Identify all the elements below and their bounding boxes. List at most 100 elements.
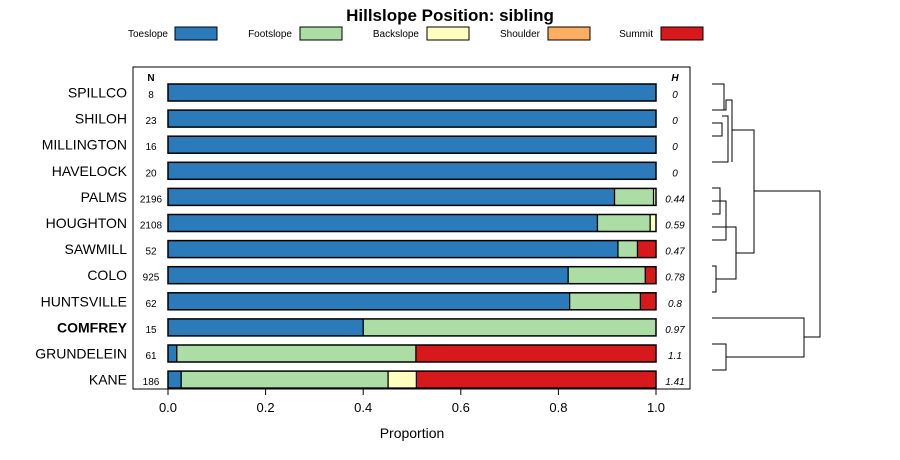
bar-outline [167, 239, 657, 259]
row-comfrey: COMFREY 15 0.97 [57, 318, 685, 337]
n-value: 16 [145, 142, 157, 153]
row-spillco: SPILLCO 8 0 [68, 83, 678, 102]
legend: Toeslope Footslope Backslope Shoulder Summit [128, 26, 704, 41]
row-sawmill: SAWMILL 52 0.47 [65, 239, 685, 259]
n-value: 925 [143, 273, 160, 284]
bar-segment-toeslope [168, 318, 364, 336]
h-value: 1.41 [665, 377, 684, 388]
n-value: 23 [145, 116, 157, 127]
n-header: N [147, 73, 154, 84]
legend-label-summit: Summit [619, 29, 653, 40]
legend-swatch-toeslope [174, 26, 218, 41]
row-label: GRUNDELEIN [35, 346, 127, 362]
row-havelock: HAVELOCK 20 0 [52, 161, 678, 181]
bar-outline [167, 344, 657, 363]
legend-label-toeslope: Toeslope [128, 29, 168, 40]
h-value: 0.8 [668, 299, 682, 310]
n-value: 2108 [140, 221, 163, 232]
bar-outline [167, 370, 657, 389]
n-value: 52 [145, 247, 157, 258]
n-value: 62 [145, 299, 157, 310]
x-axis-label: Proportion [380, 425, 445, 441]
row-huntsville: HUNTSVILLE 62 0.8 [41, 292, 682, 311]
bar-segment-toeslope [168, 136, 656, 154]
bar-outline [167, 213, 657, 233]
row-label: HAVELOCK [52, 163, 128, 179]
x-tick-label: 1.0 [647, 400, 665, 415]
x-tick-label: 0.6 [452, 400, 470, 415]
h-value: 0 [672, 142, 678, 153]
bar-outline [167, 292, 657, 311]
bar-segment-footslope [569, 292, 641, 310]
row-label: SAWMILL [65, 241, 128, 257]
dendrogram [712, 83, 821, 371]
bar-segment-toeslope [168, 266, 569, 284]
bar-segment-toeslope [168, 345, 177, 362]
bar-outline [167, 109, 657, 128]
row-label: HOUGHTON [46, 215, 127, 231]
legend-label-footslope: Footslope [248, 29, 292, 40]
n-value: 20 [145, 168, 157, 179]
h-value: 0.59 [665, 221, 685, 232]
bar-segment-footslope [181, 371, 389, 389]
bar-outline [167, 265, 657, 285]
chart-rows: SPILLCO 8 0 SHILOH 23 0 MILLINGTON 16 0 HAVELOCK 2… [35, 83, 685, 389]
h-value: 0.78 [665, 273, 685, 284]
bar-segment-toeslope [168, 292, 570, 310]
row-label: MILLINGTON [42, 137, 127, 153]
bar-outline [167, 161, 657, 181]
bar-segment-toeslope [168, 110, 656, 128]
row-houghton: HOUGHTON 2108 0.59 [46, 213, 685, 233]
bar-segment-footslope [617, 240, 638, 258]
row-grundelein: GRUNDELEIN 61 1.1 [35, 344, 682, 363]
plot-frame [132, 66, 691, 390]
legend-label-backslope: Backslope [373, 29, 420, 40]
bar-segment-summit [415, 345, 656, 362]
bar-segment-footslope [176, 345, 416, 362]
dendrogram-branch [712, 122, 723, 137]
bar-segment-toeslope [168, 371, 182, 389]
legend-swatch-shoulder [547, 26, 591, 41]
bar-segment-summit [640, 292, 656, 310]
bar-segment-backslope [653, 188, 656, 206]
bar-outline [167, 135, 657, 154]
bar-segment-toeslope [168, 214, 598, 232]
row-label: KANE [89, 372, 127, 388]
bar-segment-footslope [363, 318, 656, 336]
row-label: HUNTSVILLE [41, 293, 127, 309]
row-label: SPILLCO [68, 85, 127, 101]
x-axis: 0.0 0.2 0.4 0.6 0.8 1.0 [159, 389, 665, 415]
chart-title: Hillslope Position: sibling [346, 6, 554, 25]
bar-segment-toeslope [168, 240, 618, 258]
h-header: H [671, 73, 679, 84]
n-value: 2196 [140, 194, 163, 205]
bar-outline [167, 318, 657, 337]
h-value: 0 [672, 90, 678, 101]
h-value: 0 [672, 116, 678, 127]
bar-segment-toeslope [168, 188, 615, 206]
h-value: 0 [672, 168, 678, 179]
legend-label-shoulder: Shoulder [500, 29, 541, 40]
n-value: 61 [145, 351, 157, 362]
row-colo: COLO 925 0.78 [87, 265, 685, 285]
h-value: 0.44 [665, 194, 685, 205]
x-tick-label: 0.0 [159, 400, 177, 415]
n-value: 186 [143, 377, 160, 388]
x-tick-label: 0.4 [354, 400, 372, 415]
dendrogram-branch [712, 200, 727, 241]
dendrogram-branch [712, 265, 717, 293]
row-millington: MILLINGTON 16 0 [42, 135, 678, 154]
row-label: COMFREY [57, 319, 128, 335]
bar-segment-footslope [568, 266, 646, 284]
h-value: 0.97 [665, 325, 685, 336]
row-shiloh: SHILOH 23 0 [75, 109, 678, 128]
bar-segment-summit [637, 240, 656, 258]
bar-outline [167, 187, 657, 207]
row-label: PALMS [81, 189, 127, 205]
bar-segment-toeslope [168, 84, 656, 101]
bar-segment-footslope [614, 188, 654, 206]
legend-swatch-summit [660, 26, 704, 41]
row-label: SHILOH [75, 111, 127, 127]
dendrogram-branch [712, 83, 725, 111]
